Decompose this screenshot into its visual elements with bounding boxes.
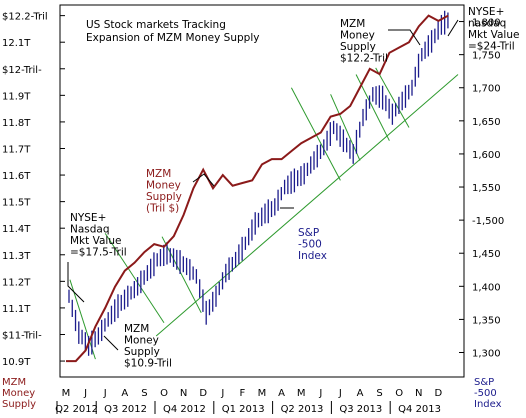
left-axis-tick-label: 11.2T: [2, 277, 31, 288]
right-axis-tick-label: 1,300: [472, 349, 501, 360]
x-axis-quarter-label: Q4 2013: [398, 404, 441, 415]
x-axis-month-label: S: [141, 388, 147, 399]
right-axis-tick-label: 1,400: [472, 282, 501, 293]
sp500-support-trendline: [155, 74, 459, 337]
left-axis-tick-label: 11.7T: [2, 144, 31, 155]
plot-frame: [59, 4, 465, 378]
right-axis-tick-label: 1,800: [472, 18, 501, 29]
annotation-leader-line: [447, 19, 459, 37]
annotation-leader-line: [67, 262, 85, 303]
left-axis-tick-label: 12.1T: [2, 38, 31, 49]
left-axis-tick-label: $12-Tril-: [2, 65, 42, 76]
x-axis-quarter-label: Q1 2013: [222, 404, 265, 415]
x-axis-month-label: O: [395, 388, 403, 399]
x-axis-month-label: J: [220, 388, 224, 399]
left-axis-tick-label: 11.5T: [2, 198, 31, 209]
x-axis-month-label: N: [180, 388, 187, 399]
annotation-nyse-nasdaq-24-tril: NYSE+ nasdaq Mkt Value =$24-Tril: [468, 6, 519, 53]
right-axis-tick-label: 1,650: [472, 117, 501, 128]
x-axis-quarter-label: Q4 2012: [163, 404, 206, 415]
right-axis-tick-label: 1,550: [472, 183, 501, 194]
x-axis-month-label: F: [240, 388, 246, 399]
mzm-money-supply-line: [66, 14, 449, 363]
x-axis-month-label: M: [258, 388, 267, 399]
annotation-mzm-12-2-tril: MZM Money Supply $12.2-Tril: [340, 18, 388, 65]
x-axis-quarter-label: Q3 2013: [339, 404, 382, 415]
left-axis-tick-label: 10.9T: [2, 357, 31, 368]
annotation-leader-line: [103, 335, 119, 351]
left-axis-tick-label: 11.1T: [2, 304, 31, 315]
x-axis-month-label: D: [435, 388, 443, 399]
x-axis-month-label: O: [160, 388, 168, 399]
annotation-nyse-nasdaq-17-5-tril: NYSE+ Nasdaq Mkt Value =$17.5-Tril: [70, 212, 127, 259]
left-axis-tick-label: 11.9T: [2, 91, 31, 102]
right-axis-label: S&P -500 Index: [474, 377, 502, 410]
x-axis-quarter-label: Q2 2012: [55, 404, 98, 415]
x-axis-month-label: A: [121, 388, 128, 399]
channel-trendline: [375, 67, 410, 128]
right-axis-tick-label: 1,350: [472, 315, 501, 326]
annotation-leaders: [67, 19, 459, 351]
left-axis-tick-label: $11-Tril-: [2, 330, 42, 341]
x-axis-month-label: N: [415, 388, 422, 399]
left-axis: 10.9T $11-Tril- 11.1T 11.2T 11.3T 11.4T 11.5T 1…: [2, 12, 65, 410]
x-axis-month-label: S: [376, 388, 382, 399]
x-axis-month-label: M: [297, 388, 306, 399]
x-axis-month-label: J: [83, 388, 87, 399]
annotation-mzm-tril: MZM Money Supply (Tril $): [146, 168, 182, 215]
annotation-mzm-10-9-tril: MZM Money Supply $10.9-Tril: [124, 323, 172, 370]
x-axis-month-label: J: [338, 388, 342, 399]
left-axis-tick-label: 11.3T: [2, 251, 31, 262]
channel-trendline: [330, 94, 361, 161]
x-axis-month-label: A: [357, 388, 364, 399]
x-axis-month-label: A: [278, 388, 285, 399]
sp500-price-bars: [68, 10, 449, 356]
right-axis-tick-label: 1,450: [472, 249, 501, 260]
channel-trendline: [69, 279, 96, 360]
x-axis-quarter-label: Q2 2013: [281, 404, 324, 415]
left-axis-tick-label: 11.4T: [2, 224, 31, 235]
series-lines: [66, 14, 449, 363]
x-axis-month-label: J: [318, 388, 322, 399]
left-axis-tick-label: $12.2-Tril: [2, 12, 48, 23]
annotation-leader-line: [388, 29, 421, 46]
left-axis-label: MZM Money Supply: [2, 377, 36, 410]
channel-trendline: [161, 236, 202, 314]
annotation-leader-line: [192, 173, 215, 187]
x-axis-month-label: D: [199, 388, 207, 399]
right-axis-tick-label: -1,500: [472, 216, 504, 227]
channel-trendline: [104, 233, 165, 323]
annotations: US Stock markets Tracking Expansion of MZ…: [70, 6, 519, 370]
right-axis-tick-label: 1,600: [472, 150, 501, 161]
x-axis-month-label: J: [103, 388, 107, 399]
right-axis: 1,300 1,350 1,400 1,450 -1,500 1,550 1,600 1,65…: [459, 18, 504, 410]
x-axis-month-label: M: [62, 388, 71, 399]
right-axis-tick-label: 1,750: [472, 51, 501, 62]
left-axis-tick-label: 11.6T: [2, 171, 31, 182]
x-axis: M J J A S O N D J F M A M J J A S O N DQ2 2012 Q3 2012 Q4 201…: [55, 388, 442, 415]
annotation-sp500: S&P -500 Index: [298, 227, 327, 262]
x-axis-quarter-label: Q3 2012: [104, 404, 147, 415]
chart-title: US Stock markets Tracking Expansion of MZ…: [86, 19, 259, 44]
left-axis-tick-label: 11.8T: [2, 118, 31, 129]
right-axis-tick-label: 1,700: [472, 84, 501, 95]
